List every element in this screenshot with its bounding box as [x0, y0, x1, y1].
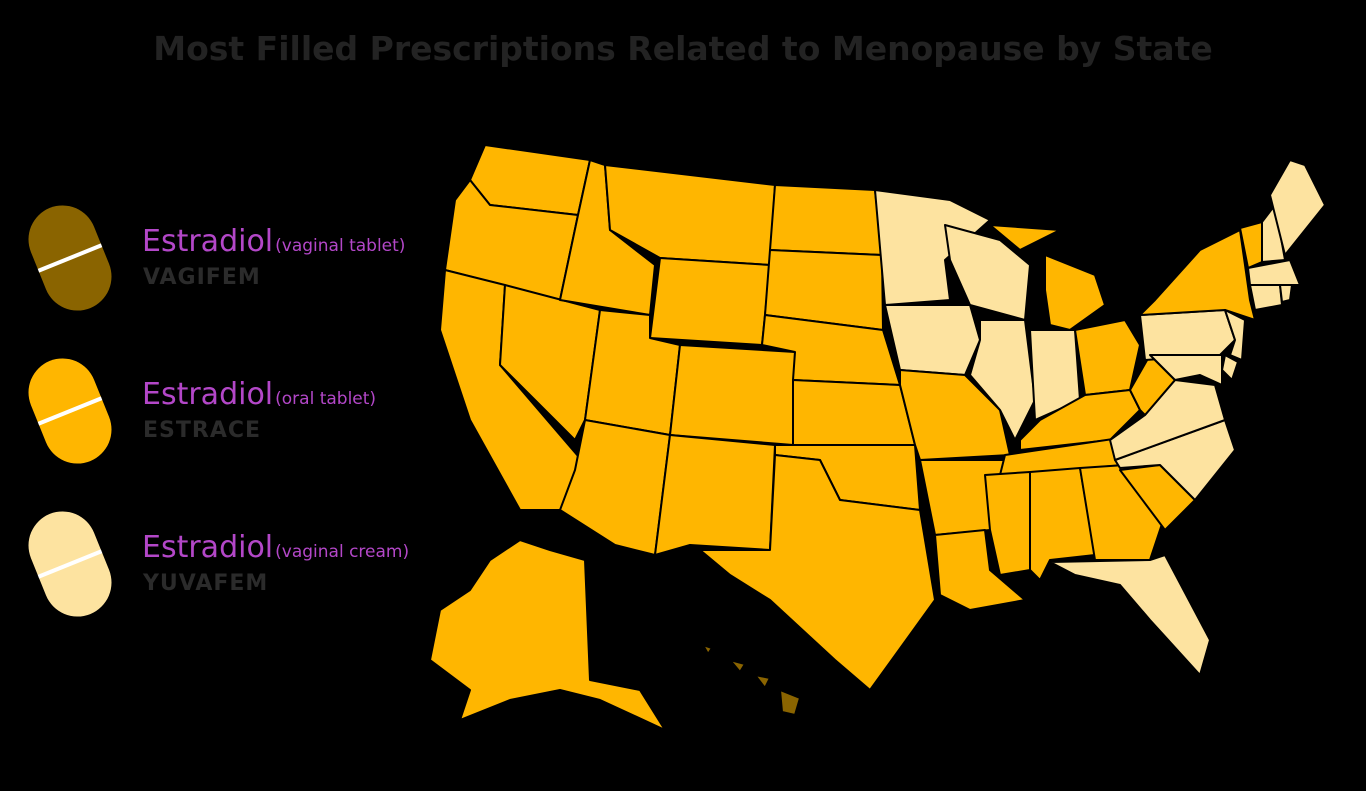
state	[1247, 259, 1301, 286]
state	[654, 434, 776, 556]
state	[429, 539, 666, 731]
legend-item	[28, 511, 112, 617]
brand-name: VAGIFEM	[143, 265, 261, 290]
drug-form: (oral tablet)	[275, 389, 376, 409]
drug-name: Estradiol	[142, 224, 273, 259]
state	[702, 644, 713, 655]
legend-label: Estradiol (vaginal cream)	[142, 530, 409, 565]
state	[779, 689, 801, 716]
us-map	[429, 144, 1326, 731]
state	[1139, 229, 1256, 321]
state	[934, 529, 1026, 611]
state	[1074, 319, 1141, 396]
state	[899, 369, 1011, 461]
state	[1049, 554, 1211, 676]
state	[754, 674, 771, 689]
state	[649, 257, 771, 346]
state	[699, 454, 936, 691]
title: Most Filled Prescriptions Related to Men…	[153, 29, 1212, 68]
state	[1139, 309, 1236, 361]
legend-label: Estradiol (vaginal tablet)	[142, 224, 405, 259]
state	[1269, 159, 1326, 256]
state	[559, 419, 671, 556]
state	[669, 344, 796, 446]
legend-item	[28, 205, 112, 311]
pill-line	[37, 243, 103, 273]
legend-item	[28, 358, 112, 464]
pill-line	[37, 549, 103, 579]
state	[1044, 254, 1106, 331]
state	[1279, 284, 1293, 303]
brand-name: ESTRACE	[143, 418, 261, 443]
state	[1149, 354, 1223, 386]
state	[1224, 309, 1246, 361]
state	[1249, 284, 1283, 311]
state	[969, 319, 1036, 441]
drug-form: (vaginal cream)	[275, 542, 409, 562]
state	[884, 304, 981, 376]
state	[984, 471, 1031, 576]
legend: Estradiol (vaginal tablet)VAGIFEMEstradio…	[28, 205, 409, 617]
drug-name: Estradiol	[142, 377, 273, 412]
drug-name: Estradiol	[142, 530, 273, 565]
state	[989, 224, 1061, 251]
state	[792, 379, 916, 446]
legend-label: Estradiol (oral tablet)	[142, 377, 376, 412]
state	[499, 284, 601, 441]
state	[1221, 354, 1239, 381]
brand-name: YUVAFEM	[142, 571, 268, 596]
drug-form: (vaginal tablet)	[275, 236, 405, 256]
pill-line	[37, 396, 103, 426]
state	[729, 659, 746, 673]
state	[769, 184, 883, 256]
